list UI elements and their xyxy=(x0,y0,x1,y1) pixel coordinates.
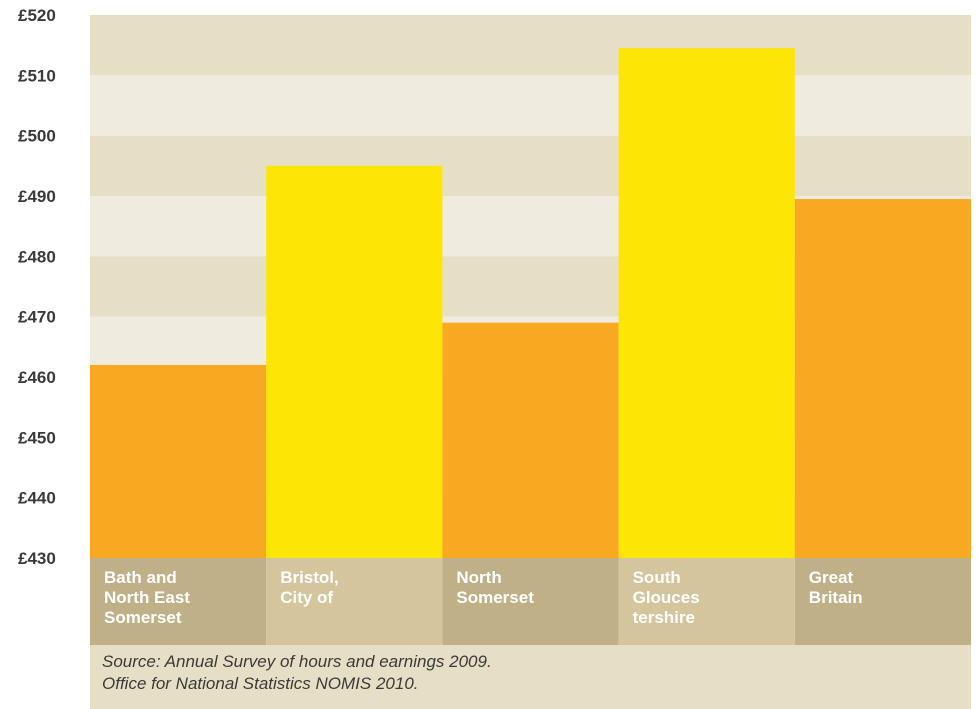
source-line-1: Source: Annual Survey of hours and earni… xyxy=(102,652,492,671)
bars-group xyxy=(90,48,971,559)
y-tick-label: £470 xyxy=(18,308,56,327)
category-label-line: Great xyxy=(808,568,854,587)
y-tick-label: £460 xyxy=(18,368,56,387)
category-label-bg xyxy=(90,558,267,645)
category-label-line: City of xyxy=(280,588,334,607)
grid-band xyxy=(90,75,971,136)
category-label-line: North xyxy=(456,568,502,587)
category-label-line: Bristol, xyxy=(280,568,339,587)
y-tick-label: £490 xyxy=(18,187,56,206)
category-label-line: North East xyxy=(104,588,190,607)
category-label-backgrounds xyxy=(90,558,971,645)
category-label-line: Bath and xyxy=(104,568,177,587)
y-tick-label: £500 xyxy=(18,127,56,146)
bar xyxy=(266,165,443,559)
category-label-bg xyxy=(266,558,443,645)
category-label-bg xyxy=(442,558,619,645)
x-category-label: North Somerset xyxy=(456,568,612,608)
y-tick-label: £480 xyxy=(18,247,56,266)
source-note: Source: Annual Survey of hours and earni… xyxy=(90,645,971,709)
grid-band xyxy=(90,135,971,196)
y-tick-label: £450 xyxy=(18,428,56,447)
bar xyxy=(90,364,267,558)
x-category-label: Great Britain xyxy=(809,568,965,608)
x-category-label: Bath and North East Somerset xyxy=(104,568,260,628)
x-category-label: Bristol, City of xyxy=(280,568,436,608)
bar xyxy=(794,199,971,558)
category-label-bg xyxy=(618,558,795,645)
bar xyxy=(442,322,619,558)
category-label-line: Somerset xyxy=(104,608,182,627)
y-axis: £520 £510 £500 £490 £480 £470 £460 £450 £440 £430 xyxy=(18,6,56,568)
source-line-2: Office for National Statistics NOMIS 201… xyxy=(102,674,419,693)
bar xyxy=(618,48,795,558)
category-label-line: South xyxy=(632,568,681,587)
y-tick-label: £430 xyxy=(18,549,56,568)
y-tick-label: £510 xyxy=(18,66,56,85)
category-label-bg xyxy=(794,558,971,645)
x-category-label: South Glouces tershire xyxy=(633,568,789,628)
grid-band xyxy=(90,15,971,76)
category-label-line: Britain xyxy=(808,588,863,607)
category-label-line: Somerset xyxy=(456,588,534,607)
y-tick-label: £520 xyxy=(18,6,56,25)
y-tick-label: £440 xyxy=(18,489,56,508)
category-label-line: Glouces xyxy=(632,588,700,607)
category-label-line: tershire xyxy=(632,608,695,627)
